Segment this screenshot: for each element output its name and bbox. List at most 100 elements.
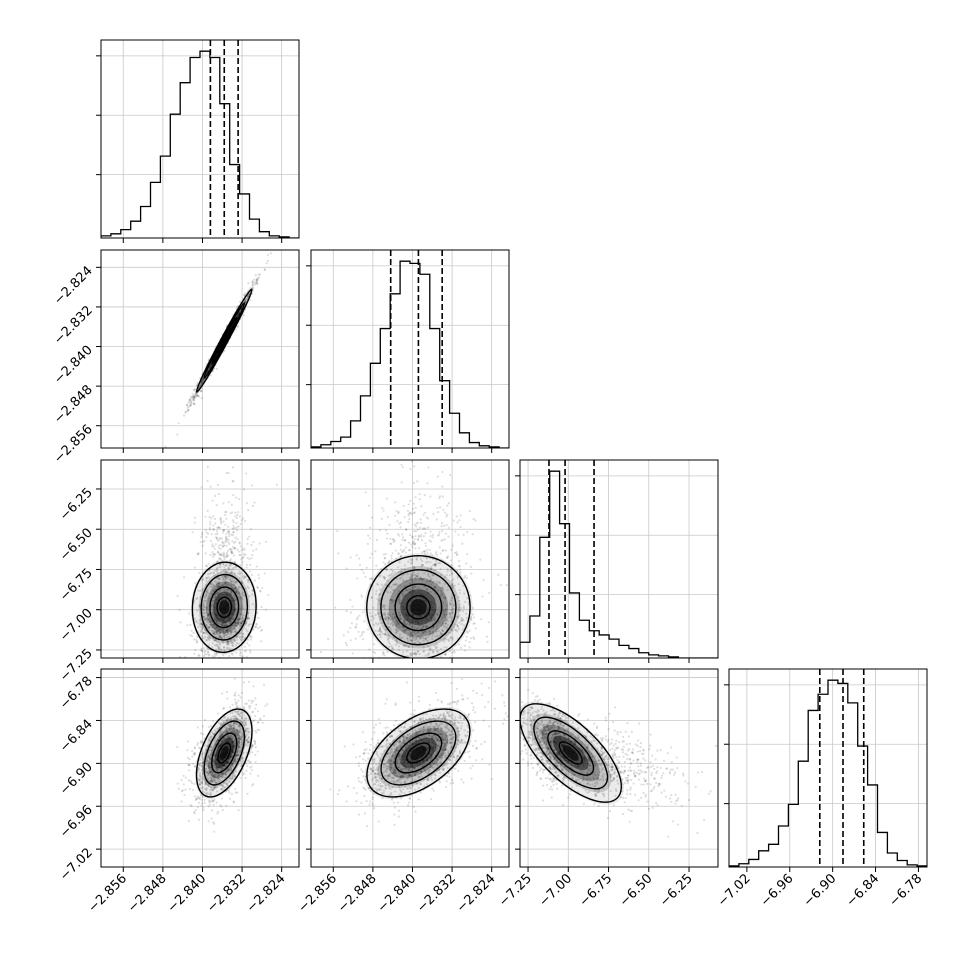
sample-point: [234, 732, 237, 735]
sample-point: [442, 616, 445, 619]
sample-point: [405, 611, 408, 615]
sample-point: [206, 637, 210, 640]
sample-point: [386, 637, 390, 640]
sample-point: [388, 636, 391, 640]
sample-point: [257, 573, 260, 576]
sample-point: [232, 524, 235, 527]
sample-point: [225, 629, 228, 632]
sample-point: [383, 557, 387, 560]
sample-point: [241, 760, 245, 763]
sample-point: [399, 544, 402, 547]
sample-point: [236, 548, 239, 551]
sample-point: [218, 632, 221, 635]
sample-point: [217, 576, 220, 579]
sample-point: [237, 313, 240, 316]
sample-point: [435, 630, 438, 633]
sample-point: [266, 253, 270, 257]
sample-point: [446, 568, 449, 571]
sample-point: [219, 629, 223, 632]
sample-point: [442, 601, 445, 604]
sample-point: [414, 592, 418, 595]
sample-point: [206, 465, 209, 468]
sample-point: [232, 746, 235, 749]
sample-point: [408, 590, 411, 593]
sample-point: [383, 604, 387, 607]
sample-point: [220, 797, 223, 800]
sample-point: [240, 620, 243, 623]
sample-point: [197, 394, 200, 397]
sample-point: [219, 593, 223, 596]
sample-point: [256, 278, 259, 281]
sample-point: [217, 595, 220, 598]
sample-point: [220, 624, 224, 627]
sample-point: [499, 583, 502, 587]
sample-point: [242, 450, 244, 452]
sample-point: [203, 600, 206, 603]
sample-point: [198, 604, 202, 607]
sample-point: [184, 411, 187, 414]
sample-point: [430, 627, 433, 630]
sample-point: [235, 516, 238, 519]
sample-point: [260, 640, 263, 643]
sample-point: [195, 620, 198, 623]
sample-point: [236, 591, 239, 594]
sample-point: [201, 751, 204, 754]
sample-point: [214, 786, 217, 789]
sample-point: [235, 641, 238, 645]
sample-point: [398, 577, 402, 580]
sample-point: [242, 556, 245, 559]
sample-point: [429, 600, 433, 604]
sample-point: [399, 548, 402, 551]
sample-point: [205, 592, 208, 596]
sample-point: [201, 531, 204, 534]
sample-point: [186, 749, 189, 752]
sample-point: [237, 664, 239, 666]
sample-point: [390, 573, 393, 576]
sample-point: [403, 539, 407, 542]
y-tick-label: −6.25: [57, 485, 96, 524]
sample-point: [434, 564, 438, 567]
sample-point: [400, 481, 403, 484]
sample-point: [242, 593, 245, 597]
sample-point: [240, 558, 243, 561]
sample-point: [385, 568, 388, 571]
sample-point: [227, 616, 231, 619]
sample-point: [441, 587, 445, 590]
sample-point: [231, 750, 234, 753]
sample-point: [219, 729, 223, 732]
sample-point: [225, 635, 229, 639]
sample-point: [439, 568, 442, 571]
sample-point: [227, 541, 230, 544]
sample-point: [226, 629, 229, 632]
sample-point: [198, 606, 202, 609]
sample-point: [204, 552, 207, 555]
sample-point: [406, 614, 410, 617]
sample-point: [241, 619, 245, 622]
sample-point: [200, 396, 203, 400]
panel-2-0: [101, 460, 299, 658]
sample-point: [258, 273, 262, 276]
sample-point: [189, 404, 192, 407]
sample-point: [228, 735, 231, 738]
sample-point: [397, 552, 400, 555]
sample-point: [397, 645, 401, 648]
sample-point: [429, 568, 432, 571]
sample-point: [231, 740, 234, 743]
sample-point: [233, 743, 236, 746]
sample-point: [345, 609, 348, 613]
sample-point: [222, 578, 225, 581]
sample-point: [252, 699, 255, 703]
sample-point: [439, 587, 442, 590]
sample-point: [259, 590, 262, 593]
sample-point: [414, 535, 417, 538]
sample-point: [450, 571, 453, 574]
sample-point: [453, 603, 456, 606]
sample-point: [447, 526, 450, 529]
sample-point: [245, 299, 248, 303]
sample-point: [234, 691, 237, 694]
sample-point: [218, 634, 221, 637]
sample-point: [399, 554, 402, 557]
sample-point: [227, 618, 230, 622]
sample-point: [237, 588, 240, 591]
sample-point: [214, 543, 217, 546]
